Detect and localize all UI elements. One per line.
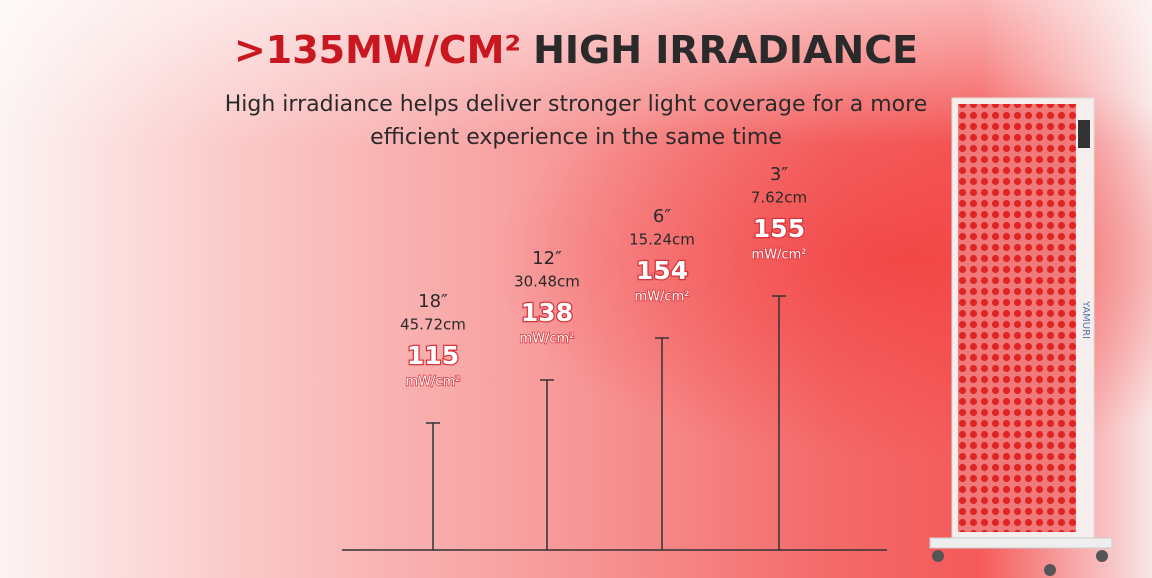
distance-cm: 30.48cm bbox=[514, 273, 580, 291]
subtitle: efficient experience in the same time bbox=[370, 125, 782, 150]
irradiance-value: 155 bbox=[753, 214, 805, 243]
distance-inch: 3″ bbox=[770, 164, 788, 185]
irradiance-value: 138 bbox=[521, 298, 573, 327]
title-accent: >135MW/CM² bbox=[234, 28, 521, 72]
wheel bbox=[932, 550, 944, 562]
irradiance-unit: mW/cm² bbox=[752, 248, 807, 263]
distance-inch: 12″ bbox=[532, 248, 562, 269]
stand bbox=[929, 537, 1113, 549]
wheel bbox=[1044, 564, 1056, 576]
wheel bbox=[1096, 550, 1108, 562]
distance-inch: 6″ bbox=[653, 206, 671, 227]
irradiance-unit: mW/cm² bbox=[520, 332, 575, 347]
brand: YAMURI bbox=[1080, 300, 1091, 339]
panel-leds bbox=[958, 104, 1076, 532]
title-rest: HIGH IRRADIANCE bbox=[533, 28, 918, 72]
panel-display bbox=[1078, 120, 1090, 148]
irradiance-unit: mW/cm² bbox=[406, 375, 461, 390]
distance-cm: 15.24cm bbox=[629, 231, 695, 249]
measurements: 18″ 45.72cm 115 mW/cm² 12″ 30.48cm 138 mW/cm² 6″… bbox=[400, 164, 807, 550]
title: >135MW/CM² HIGH IRRADIANCE bbox=[234, 28, 918, 72]
irradiance-unit: mW/cm² bbox=[635, 290, 690, 305]
distance-cm: 7.62cm bbox=[751, 189, 807, 207]
subtitle: High irradiance helps deliver stronger l… bbox=[225, 92, 928, 117]
irradiance-value: 154 bbox=[636, 256, 688, 285]
device: YAMURI bbox=[929, 97, 1113, 576]
distance-inch: 18″ bbox=[418, 291, 448, 312]
irradiance-value: 115 bbox=[407, 341, 459, 370]
distance-cm: 45.72cm bbox=[400, 316, 466, 334]
